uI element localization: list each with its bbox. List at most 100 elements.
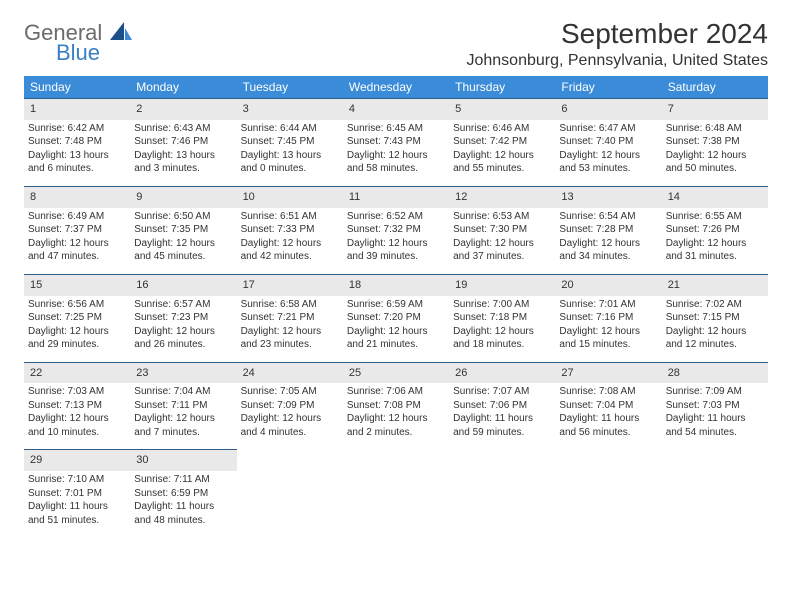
day-number-cell	[343, 450, 449, 471]
daylight-text: Daylight: 12 hours and 4 minutes.	[241, 412, 339, 439]
sunrise-text: Sunrise: 7:00 AM	[453, 298, 551, 312]
sunrise-text: Sunrise: 7:07 AM	[453, 385, 551, 399]
daylight-text: Daylight: 12 hours and 58 minutes.	[347, 149, 445, 176]
weekday-header: Monday	[130, 76, 236, 99]
sunset-text: Sunset: 7:08 PM	[347, 399, 445, 413]
sunset-text: Sunset: 7:20 PM	[347, 311, 445, 325]
day-detail-cell: Sunrise: 7:04 AMSunset: 7:11 PMDaylight:…	[130, 383, 236, 450]
sunrise-text: Sunrise: 6:56 AM	[28, 298, 126, 312]
weekday-header: Saturday	[662, 76, 768, 99]
daylight-text: Daylight: 13 hours and 3 minutes.	[134, 149, 232, 176]
sunrise-text: Sunrise: 6:47 AM	[559, 122, 657, 136]
sunset-text: Sunset: 7:06 PM	[453, 399, 551, 413]
sunrise-text: Sunrise: 7:10 AM	[28, 473, 126, 487]
sunset-text: Sunset: 7:30 PM	[453, 223, 551, 237]
daylight-text: Daylight: 12 hours and 45 minutes.	[134, 237, 232, 264]
daylight-text: Daylight: 12 hours and 10 minutes.	[28, 412, 126, 439]
brand-text: General Blue	[24, 22, 132, 63]
day-detail-cell: Sunrise: 6:58 AMSunset: 7:21 PMDaylight:…	[237, 296, 343, 363]
sunset-text: Sunset: 7:11 PM	[134, 399, 232, 413]
day-detail-cell: Sunrise: 6:48 AMSunset: 7:38 PMDaylight:…	[662, 120, 768, 187]
daylight-text: Daylight: 12 hours and 42 minutes.	[241, 237, 339, 264]
sunset-text: Sunset: 7:48 PM	[28, 135, 126, 149]
day-number-row: 15161718192021	[24, 274, 768, 295]
day-number-cell: 4	[343, 99, 449, 120]
sunset-text: Sunset: 7:04 PM	[559, 399, 657, 413]
weekday-header-row: Sunday Monday Tuesday Wednesday Thursday…	[24, 76, 768, 99]
day-number-row: 2930	[24, 450, 768, 471]
sunrise-text: Sunrise: 6:45 AM	[347, 122, 445, 136]
day-number-cell	[555, 450, 661, 471]
day-detail-cell	[237, 471, 343, 537]
sunrise-text: Sunrise: 7:08 AM	[559, 385, 657, 399]
day-number-cell: 9	[130, 186, 236, 207]
sunset-text: Sunset: 7:46 PM	[134, 135, 232, 149]
day-detail-cell: Sunrise: 7:05 AMSunset: 7:09 PMDaylight:…	[237, 383, 343, 450]
sunrise-text: Sunrise: 7:04 AM	[134, 385, 232, 399]
day-number-cell	[449, 450, 555, 471]
day-number-cell: 15	[24, 274, 130, 295]
day-number-cell: 6	[555, 99, 661, 120]
day-number-cell: 5	[449, 99, 555, 120]
day-number-cell: 30	[130, 450, 236, 471]
sunset-text: Sunset: 7:25 PM	[28, 311, 126, 325]
sunset-text: Sunset: 7:35 PM	[134, 223, 232, 237]
day-detail-row: Sunrise: 7:03 AMSunset: 7:13 PMDaylight:…	[24, 383, 768, 450]
weekday-header: Friday	[555, 76, 661, 99]
sunrise-text: Sunrise: 6:52 AM	[347, 210, 445, 224]
day-detail-cell: Sunrise: 6:57 AMSunset: 7:23 PMDaylight:…	[130, 296, 236, 363]
day-detail-cell: Sunrise: 6:49 AMSunset: 7:37 PMDaylight:…	[24, 208, 130, 275]
daylight-text: Daylight: 12 hours and 18 minutes.	[453, 325, 551, 352]
day-detail-cell: Sunrise: 7:10 AMSunset: 7:01 PMDaylight:…	[24, 471, 130, 537]
daylight-text: Daylight: 11 hours and 51 minutes.	[28, 500, 126, 527]
sunset-text: Sunset: 7:15 PM	[666, 311, 764, 325]
calendar-body: 1234567 Sunrise: 6:42 AMSunset: 7:48 PM Da…	[24, 99, 768, 538]
day-detail-cell	[662, 471, 768, 537]
day-detail-cell: Sunrise: 6:55 AMSunset: 7:26 PMDaylight:…	[662, 208, 768, 275]
day-number-cell: 21	[662, 274, 768, 295]
day-number-cell: 3	[237, 99, 343, 120]
sunrise-text: Sunrise: 7:03 AM	[28, 385, 126, 399]
day-number-row: 1234567	[24, 99, 768, 120]
calendar-table: Sunday Monday Tuesday Wednesday Thursday…	[24, 76, 768, 537]
sunset-text: Sunset: 7:33 PM	[241, 223, 339, 237]
sunset-text: Sunset: 7:40 PM	[559, 135, 657, 149]
sunrise-text: Sunrise: 6:44 AM	[241, 122, 339, 136]
sunrise-text: Sunrise: 6:48 AM	[666, 122, 764, 136]
daylight-text: Daylight: 12 hours and 31 minutes.	[666, 237, 764, 264]
day-detail-cell	[343, 471, 449, 537]
sunrise-text: Sunrise: 6:42 AM	[28, 122, 126, 136]
sunrise-text: Sunrise: 6:43 AM	[134, 122, 232, 136]
day-detail-cell: Sunrise: 7:07 AMSunset: 7:06 PMDaylight:…	[449, 383, 555, 450]
brand-sail-icon	[110, 20, 132, 45]
sunset-text: Sunset: 7:43 PM	[347, 135, 445, 149]
day-number-cell: 17	[237, 274, 343, 295]
daylight-text: Daylight: 12 hours and 21 minutes.	[347, 325, 445, 352]
day-detail-row: Sunrise: 6:56 AMSunset: 7:25 PM Daylight:…	[24, 296, 768, 363]
weekday-header: Tuesday	[237, 76, 343, 99]
day-number-cell: 14	[662, 186, 768, 207]
day-detail-cell: Sunrise: 7:08 AMSunset: 7:04 PMDaylight:…	[555, 383, 661, 450]
daylight-text: Daylight: 12 hours and 37 minutes.	[453, 237, 551, 264]
sunset-text: Sunset: 7:28 PM	[559, 223, 657, 237]
day-detail-cell: Sunrise: 7:09 AMSunset: 7:03 PMDaylight:…	[662, 383, 768, 450]
sunset-text: Sunset: 7:03 PM	[666, 399, 764, 413]
daylight-text: Daylight: 12 hours and 55 minutes.	[453, 149, 551, 176]
sunrise-text: Sunrise: 7:11 AM	[134, 473, 232, 487]
daylight-text: Daylight: 13 hours and 0 minutes.	[241, 149, 339, 176]
sunrise-text: Sunrise: 6:51 AM	[241, 210, 339, 224]
sunrise-text: Sunrise: 6:54 AM	[559, 210, 657, 224]
sunset-text: Sunset: 6:59 PM	[134, 487, 232, 501]
sunrise-text: Sunrise: 6:55 AM	[666, 210, 764, 224]
sunset-text: Sunset: 7:09 PM	[241, 399, 339, 413]
day-detail-cell	[555, 471, 661, 537]
daylight-text: Daylight: 12 hours and 26 minutes.	[134, 325, 232, 352]
day-number-row: 22232425262728	[24, 362, 768, 383]
day-number-cell: 2	[130, 99, 236, 120]
sunrise-text: Sunrise: 7:05 AM	[241, 385, 339, 399]
day-number-cell: 28	[662, 362, 768, 383]
weekday-header: Wednesday	[343, 76, 449, 99]
day-number-cell: 10	[237, 186, 343, 207]
sunset-text: Sunset: 7:42 PM	[453, 135, 551, 149]
sunrise-text: Sunrise: 6:50 AM	[134, 210, 232, 224]
